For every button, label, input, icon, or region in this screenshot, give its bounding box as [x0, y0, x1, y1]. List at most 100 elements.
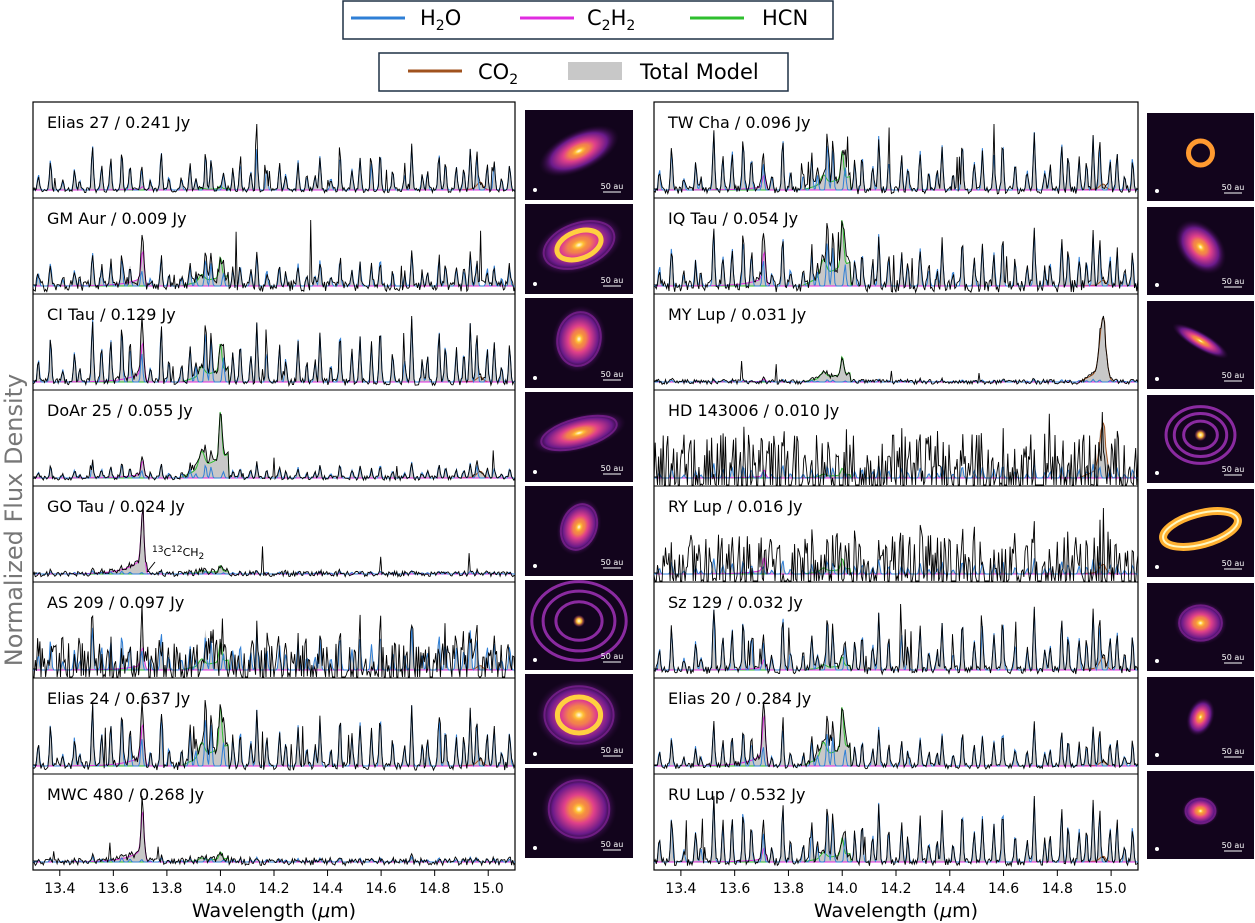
scale-bar-label: 50 au	[601, 746, 624, 755]
left-spectra-panels: Elias 27 / 0.241 Jy GM Aur / 0.009 Jy CI T…	[32, 113, 516, 867]
legend-bottom: CO2 Total Model	[378, 52, 789, 92]
spectrum-panel-R4: HD 143006 / 0.010 Jy	[653, 389, 1139, 487]
legend-top: H2O C2H2 HCN	[342, 0, 834, 40]
observed-spectrum-line	[32, 507, 516, 578]
disk-image-gm-aur: 50 au	[525, 204, 633, 294]
scale-bar-label: 50 au	[1222, 559, 1245, 568]
observed-spectrum-line	[653, 411, 1139, 487]
isotopologue-annotation: 13C12CH2	[146, 545, 204, 573]
panel-label: RU Lup / 0.532 Jy	[668, 785, 805, 804]
beam-icon	[533, 188, 537, 192]
x-tick-label: 14.4	[312, 881, 343, 897]
panel-label: RY Lup / 0.016 Jy	[668, 497, 803, 516]
c2h2-model-line	[654, 715, 1138, 767]
spectrum-panel-R7: Elias 20 / 0.284 Jy	[653, 677, 1139, 771]
h2o-model-line	[33, 461, 515, 479]
panel-label: DoAr 25 / 0.055 Jy	[47, 401, 193, 420]
h2o-model-line	[33, 855, 515, 863]
spectrum-panel-R2: IQ Tau / 0.054 Jy	[653, 197, 1139, 294]
panel-label: Sz 129 / 0.032 Jy	[668, 593, 803, 612]
c2h2-model-line	[33, 341, 515, 383]
h2o-model-line	[33, 705, 515, 768]
hcn-model-line	[654, 355, 1138, 383]
x-tick-label: 13.8	[151, 881, 182, 897]
h2o-model-line	[654, 798, 1138, 864]
beam-icon	[533, 282, 537, 286]
legend-total-label: Total Model	[639, 60, 759, 84]
scale-bar-label: 50 au	[1222, 841, 1245, 850]
observed-spectrum-line	[653, 795, 1139, 868]
panel-label: HD 143006 / 0.010 Jy	[668, 401, 839, 420]
disk-image-doar-25: 50 au	[525, 392, 633, 482]
scale-bar-label: 50 au	[1222, 277, 1245, 286]
panel-label: GM Aur / 0.009 Jy	[47, 209, 187, 228]
scale-bar-label: 50 au	[601, 276, 624, 285]
x-axis-label-left: Wavelength (μm)	[192, 900, 356, 922]
spectrum-panel-L8: MWC 480 / 0.268 Jy	[32, 773, 516, 867]
spectrum-panel-L6: AS 209 / 0.097 Jy	[33, 581, 516, 679]
observed-spectrum-line	[32, 219, 516, 293]
spectrum-panel-L5: GO Tau / 0.024 Jy	[32, 485, 516, 578]
co2-model-line	[654, 316, 1138, 383]
x-tick-label: 13.4	[44, 881, 75, 897]
x-tick-label: 13.6	[98, 881, 129, 897]
h2o-model-line	[33, 627, 515, 672]
beam-icon	[533, 658, 537, 662]
panel-label: Elias 27 / 0.241 Jy	[47, 113, 190, 132]
observed-spectrum-line	[653, 315, 1139, 386]
total-model-fill	[33, 810, 515, 862]
beam-icon	[533, 376, 537, 380]
beam-icon	[533, 752, 537, 756]
spectrum-panel-R8: RU Lup / 0.532 Jy	[653, 773, 1139, 868]
spectrum-panel-L7: Elias 24 / 0.637 Jy	[32, 677, 516, 772]
observed-spectrum-line	[32, 412, 516, 482]
h2o-model-line	[654, 230, 1138, 288]
panel-label: Elias 20 / 0.284 Jy	[668, 689, 811, 708]
disk-image-as-209: 50 au	[525, 580, 633, 670]
panel-label: AS 209 / 0.097 Jy	[47, 593, 184, 612]
disk-image-sz-129: 50 au	[1147, 583, 1254, 671]
x-tick-label: 14.4	[934, 881, 965, 897]
observed-spectrum-line	[32, 699, 516, 772]
x-tick-label: 15.0	[1096, 881, 1127, 897]
hcn-model-line	[654, 219, 1138, 287]
beam-icon	[533, 564, 537, 568]
scale-bar-label: 50 au	[1222, 747, 1245, 756]
disk-image-mwc-480: 50 au	[525, 768, 633, 858]
observed-spectrum-line	[32, 123, 516, 195]
beam-icon	[1155, 471, 1159, 475]
c2h2-model-line	[33, 510, 515, 575]
legend-hcn-label: HCN	[762, 6, 808, 30]
spectrum-panel-R6: Sz 129 / 0.032 Jy	[653, 581, 1139, 676]
disk-image-ry-lup: 50 au	[1147, 489, 1254, 577]
observed-spectrum-line	[32, 795, 516, 867]
hcn-model-line	[654, 707, 1138, 767]
disk-image-ci-tau: 50 au	[525, 298, 633, 388]
total-model-fill	[654, 317, 1138, 382]
spectrum-panel-L3: CI Tau / 0.129 Jy	[32, 293, 516, 387]
h2o-model-line	[654, 723, 1138, 768]
hcn-model-line	[654, 150, 1138, 191]
panel-label: IQ Tau / 0.054 Jy	[668, 209, 798, 228]
c2h2-model-line	[33, 811, 515, 863]
total-model-fill	[33, 317, 515, 382]
total-model-fill	[654, 700, 1138, 766]
x-axis-ticks: 13.4 13.6 13.8 14.0 14.2 14.4 14.6 14.8 15.0 13.4…	[44, 870, 1127, 897]
x-tick-label: 14.0	[205, 881, 236, 897]
panel-label: MY Lup / 0.031 Jy	[668, 305, 806, 324]
observed-spectrum-line	[653, 507, 1139, 583]
total-model-fill	[33, 509, 515, 574]
beam-icon	[1155, 659, 1159, 663]
observed-spectrum-line	[653, 123, 1139, 196]
disk-image-hd-143006: 50 au	[1147, 395, 1254, 483]
spectrum-panel-L4: DoAr 25 / 0.055 Jy	[32, 389, 516, 482]
disk-image-tw-cha: 50 au	[1147, 113, 1254, 201]
total-model-fill	[654, 220, 1138, 286]
x-axis-label-right: Wavelength (μm)	[814, 900, 978, 922]
beam-icon	[1155, 565, 1159, 569]
panel-label: Elias 24 / 0.637 Jy	[47, 689, 190, 708]
total-model-fill	[654, 609, 1138, 670]
disk-image-my-lup: 50 au	[1147, 301, 1254, 389]
disk-image-elias-20: 50 au	[1147, 677, 1254, 765]
